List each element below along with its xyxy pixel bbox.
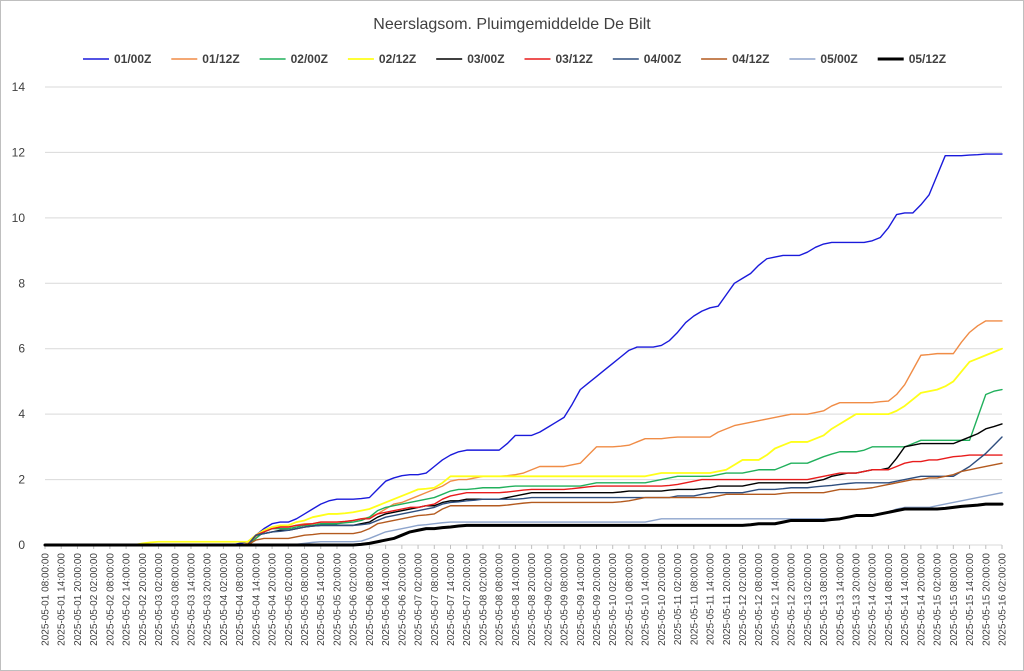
x-tick-label: 2025-05-14 20:00:00 (916, 553, 927, 646)
x-tick-label: 2025-05-14 14:00:00 (900, 553, 911, 646)
legend-label: 03/12Z (556, 52, 593, 66)
x-tick-label: 2025-05-12 14:00:00 (770, 553, 781, 646)
chart-title: Neerslagsom. Pluimgemiddelde De Bilt (373, 16, 651, 33)
x-tick-label: 2025-05-07 02:00:00 (414, 553, 425, 646)
x-axis-ticks: 2025-05-01 08:00:00 2025-05-01 14:00:00 20… (41, 545, 1009, 646)
series-line-04-00z (44, 436, 1003, 546)
x-tick-label: 2025-05-02 20:00:00 (138, 553, 149, 646)
x-tick-label: 2025-05-08 14:00:00 (511, 553, 522, 646)
x-tick-label: 2025-05-11 14:00:00 (706, 553, 717, 646)
x-tick-label: 2025-05-03 20:00:00 (203, 553, 214, 646)
x-tick-label: 2025-05-02 02:00:00 (89, 553, 100, 646)
x-tick-label: 2025-05-16 02:00:00 (998, 553, 1009, 646)
x-tick-label: 2025-05-07 20:00:00 (462, 553, 473, 646)
x-tick-label: 2025-05-01 08:00:00 (41, 553, 52, 646)
legend-label: 03/00Z (467, 52, 504, 66)
x-tick-label: 2025-05-04 20:00:00 (268, 553, 279, 646)
x-tick-label: 2025-05-05 14:00:00 (316, 553, 327, 646)
x-tick-label: 2025-05-11 20:00:00 (722, 553, 733, 646)
x-tick-label: 2025-05-10 20:00:00 (657, 553, 668, 646)
x-tick-label: 2025-05-05 08:00:00 (300, 553, 311, 646)
y-axis-ticks: 0 2 4 6 8 10 12 14 (12, 80, 26, 552)
x-tick-label: 2025-05-09 02:00:00 (543, 553, 554, 646)
legend-label: 01/12Z (202, 52, 239, 66)
x-tick-label: 2025-05-15 20:00:00 (981, 553, 992, 646)
x-tick-label: 2025-05-13 02:00:00 (803, 553, 814, 646)
x-tick-label: 2025-05-10 02:00:00 (608, 553, 619, 646)
y-tick-label: 0 (18, 538, 25, 552)
x-tick-label: 2025-05-12 20:00:00 (787, 553, 798, 646)
legend: 01/00Z 01/12Z 02/00Z 02/12Z 03/00Z 03/12Z 04/0… (83, 52, 946, 66)
series-line-02-12z (44, 347, 1003, 546)
x-tick-label: 2025-05-03 02:00:00 (154, 553, 165, 646)
x-tick-label: 2025-05-01 14:00:00 (57, 553, 68, 646)
x-tick-label: 2025-05-06 20:00:00 (397, 553, 408, 646)
x-tick-label: 2025-05-15 14:00:00 (965, 553, 976, 646)
y-tick-label: 6 (18, 342, 25, 356)
y-tick-label: 4 (18, 407, 25, 421)
x-tick-label: 2025-05-07 14:00:00 (446, 553, 457, 646)
x-tick-label: 2025-05-05 20:00:00 (332, 553, 343, 646)
x-tick-label: 2025-05-09 20:00:00 (592, 553, 603, 646)
x-tick-label: 2025-05-08 08:00:00 (495, 553, 506, 646)
x-tick-label: 2025-05-05 02:00:00 (284, 553, 295, 646)
series-line-03-12z (44, 454, 1003, 546)
x-tick-label: 2025-05-12 08:00:00 (754, 553, 765, 646)
legend-label: 02/00Z (291, 52, 328, 66)
x-tick-label: 2025-05-11 08:00:00 (689, 553, 700, 646)
x-tick-label: 2025-05-06 08:00:00 (365, 553, 376, 646)
plot-area (43, 153, 1004, 547)
y-tick-label: 12 (12, 145, 26, 159)
x-tick-label: 2025-05-10 14:00:00 (641, 553, 652, 646)
x-tick-label: 2025-05-06 02:00:00 (349, 553, 360, 646)
y-tick-label: 2 (18, 473, 25, 487)
x-tick-label: 2025-05-07 08:00:00 (430, 553, 441, 646)
legend-label: 04/00Z (644, 52, 681, 66)
legend-label: 02/12Z (379, 52, 416, 66)
y-tick-label: 8 (18, 276, 25, 290)
x-tick-label: 2025-05-13 14:00:00 (835, 553, 846, 646)
x-tick-label: 2025-05-11 02:00:00 (673, 553, 684, 646)
legend-label: 05/12Z (909, 52, 946, 66)
legend-label: 05/00Z (820, 52, 857, 66)
x-tick-label: 2025-05-02 08:00:00 (105, 553, 116, 646)
x-tick-label: 2025-05-03 14:00:00 (186, 553, 197, 646)
x-tick-label: 2025-05-09 14:00:00 (576, 553, 587, 646)
x-tick-label: 2025-05-13 08:00:00 (819, 553, 830, 646)
legend-label: 01/00Z (114, 52, 151, 66)
x-tick-label: 2025-05-08 02:00:00 (478, 553, 489, 646)
x-tick-label: 2025-05-03 08:00:00 (170, 553, 181, 646)
x-tick-label: 2025-05-10 08:00:00 (624, 553, 635, 646)
x-tick-label: 2025-05-08 20:00:00 (527, 553, 538, 646)
x-tick-label: 2025-05-09 08:00:00 (560, 553, 571, 646)
x-tick-label: 2025-05-06 14:00:00 (381, 553, 392, 646)
x-tick-label: 2025-05-01 20:00:00 (73, 553, 84, 646)
series-line-01-12z (44, 320, 1003, 546)
y-tick-label: 10 (12, 211, 26, 225)
x-tick-label: 2025-05-02 14:00:00 (122, 553, 133, 646)
x-tick-label: 2025-05-13 20:00:00 (852, 553, 863, 646)
series-line-05-12z (43, 502, 1004, 547)
x-tick-label: 2025-05-14 08:00:00 (884, 553, 895, 646)
x-tick-label: 2025-05-04 02:00:00 (219, 553, 230, 646)
x-tick-label: 2025-05-04 14:00:00 (251, 553, 262, 646)
y-tick-label: 14 (12, 80, 26, 94)
x-tick-label: 2025-05-04 08:00:00 (235, 553, 246, 646)
x-tick-label: 2025-05-15 08:00:00 (949, 553, 960, 646)
x-tick-label: 2025-05-15 02:00:00 (933, 553, 944, 646)
legend-label: 04/12Z (732, 52, 769, 66)
x-tick-label: 2025-05-12 02:00:00 (738, 553, 749, 646)
series-line-05-00z (44, 491, 1003, 546)
x-tick-label: 2025-05-14 02:00:00 (868, 553, 879, 646)
